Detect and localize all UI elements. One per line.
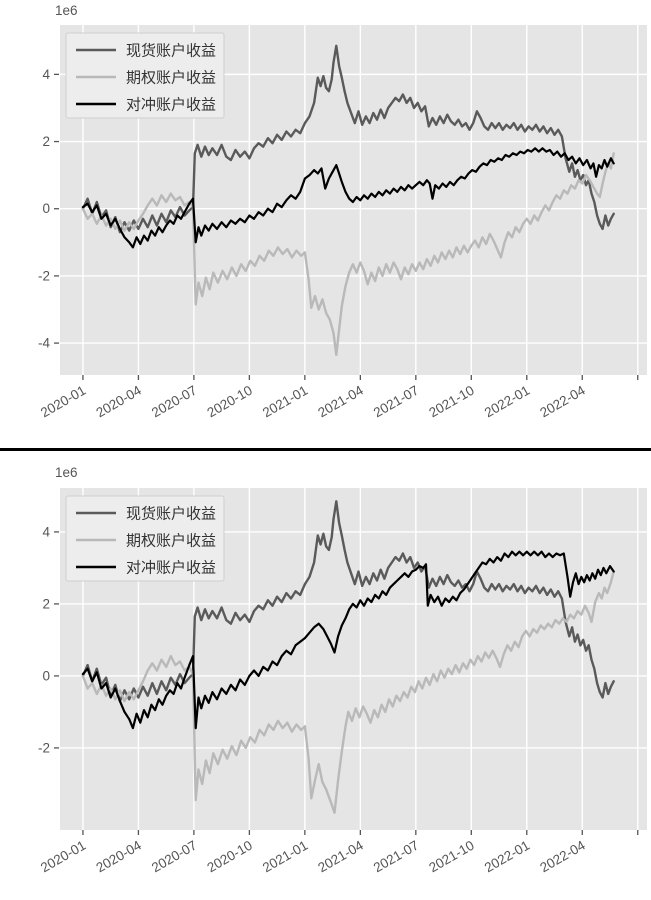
x-tick-label: 2021-10	[426, 383, 476, 421]
x-tick-label: 2022-04	[537, 382, 588, 420]
y-tick-label: -2	[38, 740, 50, 755]
legend-label: 期权账户收益	[126, 533, 216, 550]
x-tick-label: 2021-04	[315, 837, 366, 875]
x-tick-label: 2021-01	[260, 838, 310, 876]
y-tick-label: 0	[42, 668, 50, 683]
x-tick-label: 2020-10	[204, 383, 254, 421]
x-tick-label: 2020-10	[204, 838, 254, 876]
y-axis-offset-label-bottom: 1e6	[55, 465, 78, 480]
y-tick-label: -2	[38, 268, 50, 283]
series-line-对冲账户收益	[81, 550, 615, 730]
y-tick-label: 0	[42, 201, 50, 216]
legend-label: 现货账户收益	[126, 43, 216, 60]
series-line-期权账户收益	[81, 152, 615, 356]
series-line-对冲账户收益	[81, 147, 615, 249]
y-tick-label: 4	[42, 524, 50, 539]
legend-box	[65, 495, 225, 582]
legend-box	[65, 32, 225, 119]
y-tick-label: -4	[38, 336, 50, 351]
y-tick-label: 2	[42, 134, 50, 149]
x-tick-label: 2020-04	[94, 382, 145, 420]
y-axis-offset-label-top: 1e6	[55, 3, 78, 18]
chart-divider-line	[0, 448, 651, 451]
x-tick-label: 2021-07	[371, 838, 421, 876]
x-tick-label: 2022-04	[537, 837, 588, 875]
legend-label: 期权账户收益	[126, 70, 216, 87]
x-tick-label: 2022-01	[482, 383, 532, 421]
y-tick-label: 4	[42, 67, 50, 82]
x-tick-label: 2020-07	[149, 383, 199, 421]
x-tick-label: 2020-04	[94, 837, 145, 875]
x-tick-label: 2020-01	[38, 383, 88, 421]
x-tick-label: 2021-07	[371, 383, 421, 421]
legend-label: 对冲账户收益	[126, 560, 216, 577]
x-tick-label: 2021-01	[260, 383, 310, 421]
x-tick-label: 2022-01	[482, 838, 532, 876]
legend-label: 现货账户收益	[126, 506, 216, 523]
x-tick-label: 2021-10	[426, 838, 476, 876]
legend-label: 对冲账户收益	[126, 97, 216, 114]
x-tick-label: 2021-04	[315, 382, 366, 420]
x-tick-label: 2020-01	[38, 838, 88, 876]
series-line-现货账户收益	[81, 500, 615, 703]
bottom-chart: -2 0 2 4 2020-01 2020-04 2020-07 2020-10 2021-01…	[38, 488, 647, 876]
y-tick-label: 2	[42, 596, 50, 611]
x-tick-label: 2020-07	[149, 838, 199, 876]
series-line-现货账户收益	[81, 44, 615, 234]
